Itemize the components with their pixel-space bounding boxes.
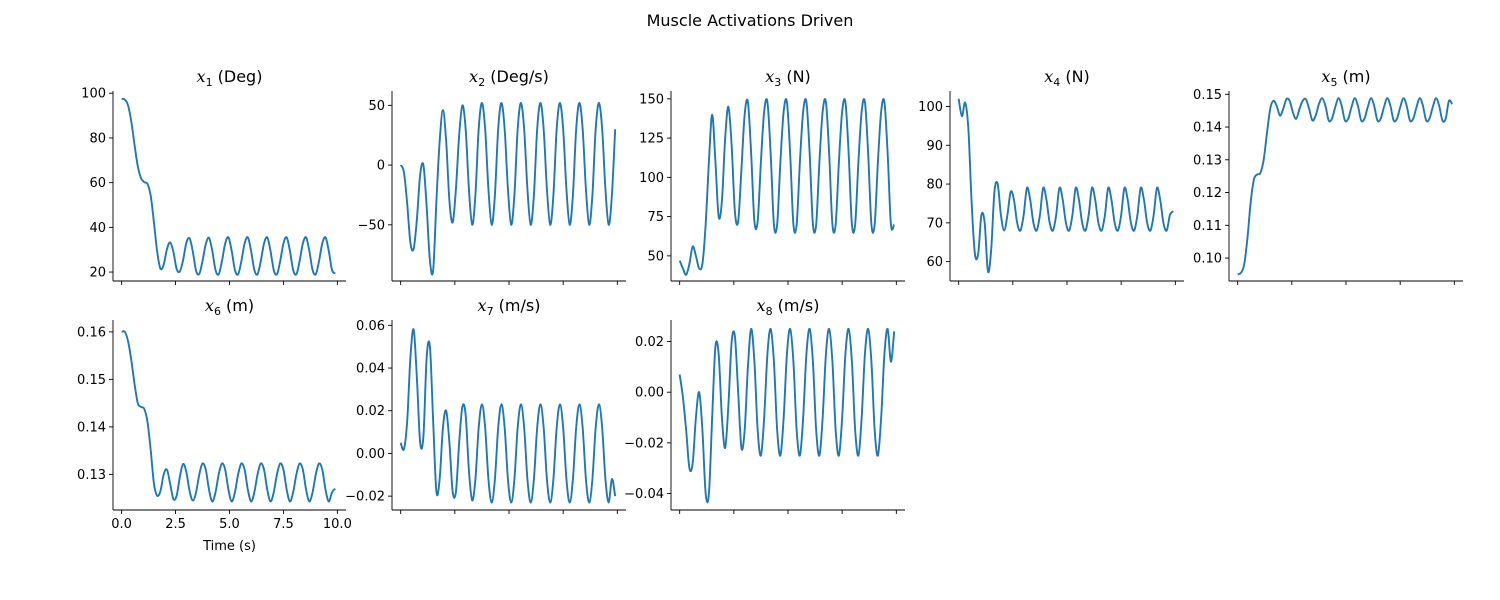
title-symbol: x (757, 296, 766, 315)
subplot-title: x3 (N) (765, 67, 811, 89)
title-symbol: x (205, 296, 214, 315)
title-symbol: x (1321, 67, 1330, 86)
title-subscript: 1 (206, 76, 213, 89)
y-tick-label: 0.11 (1193, 219, 1222, 234)
y-tick-label: 100 (81, 87, 106, 102)
subplot-title: x1 (Deg) (197, 67, 263, 89)
title-symbol: x (469, 67, 478, 86)
subplot-title: x4 (N) (1044, 67, 1090, 89)
y-tick-label: −0.02 (624, 436, 664, 451)
series-line (678, 98, 896, 276)
y-tick-label: 0.13 (77, 468, 106, 483)
title-subscript: 6 (214, 305, 221, 318)
subplot-1: 20 40 60 80 100 x1 (Deg) (81, 67, 346, 285)
title-unit: (m) (221, 296, 254, 315)
subplot-title: x5 (m) (1321, 67, 1370, 89)
title-unit: (m/s) (494, 296, 541, 315)
title-unit: (Deg/s) (485, 67, 549, 86)
title-symbol: x (765, 67, 774, 86)
title-subscript: 2 (478, 76, 485, 89)
y-tick-label: 0 (377, 159, 385, 174)
y-tick-label: 0.13 (1193, 153, 1222, 168)
y-tick-label: 60 (89, 176, 106, 191)
y-tick-label: 0.16 (77, 325, 106, 340)
y-tick-label: −50 (358, 218, 385, 233)
y-tick-label: 150 (639, 92, 664, 107)
title-subscript: 3 (774, 76, 781, 89)
y-tick-label: 125 (639, 132, 664, 147)
x-tick-label: 10.0 (323, 517, 352, 532)
y-tick-label: 100 (918, 100, 943, 115)
y-tick-label: 0.02 (635, 335, 664, 350)
title-unit: (m/s) (773, 296, 820, 315)
y-tick-label: 40 (89, 221, 106, 236)
y-tick-label: 20 (89, 266, 106, 281)
y-tick-label: 0.00 (356, 447, 385, 462)
y-tick-label: 0.15 (77, 373, 106, 388)
title-symbol: x (1044, 67, 1053, 86)
subplot-5: 0.10 0.11 0.12 0.13 0.14 0.15 x5 (m) (1193, 67, 1463, 285)
y-tick-label: 70 (926, 216, 943, 231)
title-unit: (N) (781, 67, 811, 86)
subplot-8: −0.04 −0.02 0.00 0.02 x8 (m/s) (624, 296, 905, 514)
title-unit: (Deg) (213, 67, 263, 86)
y-tick-label: 0.12 (1193, 186, 1222, 201)
title-subscript: 8 (766, 305, 773, 318)
title-unit: (m) (1337, 67, 1370, 86)
subplot-title: x2 (Deg/s) (469, 67, 549, 89)
y-tick-label: 50 (368, 99, 385, 114)
y-tick-label: 90 (926, 139, 943, 154)
x-tick-label: 0.0 (111, 517, 132, 532)
x-tick-label: 7.5 (273, 517, 294, 532)
y-tick-label: 100 (639, 171, 664, 186)
y-tick-label: 0.06 (356, 319, 385, 334)
series-line (121, 97, 336, 276)
figure-title: Muscle Activations Driven (646, 11, 854, 30)
subplot-2: −50 0 50 x2 (Deg/s) (358, 67, 626, 285)
series-line (1237, 97, 1453, 276)
y-tick-label: 80 (89, 131, 106, 146)
x-tick-label: 5.0 (219, 517, 240, 532)
title-subscript: 7 (487, 305, 494, 318)
series-line (121, 330, 336, 503)
y-tick-label: 0.00 (635, 386, 664, 401)
y-tick-label: 60 (926, 255, 943, 270)
y-tick-label: 75 (647, 210, 664, 225)
title-unit: (N) (1060, 67, 1090, 86)
y-tick-label: 0.02 (356, 404, 385, 419)
title-symbol: x (478, 296, 487, 315)
x-axis-label: Time (s) (202, 539, 256, 554)
title-subscript: 5 (1330, 76, 1337, 89)
title-subscript: 4 (1053, 76, 1060, 89)
series-line (399, 328, 617, 504)
y-tick-label: 50 (647, 249, 664, 264)
y-tick-label: 0.15 (1193, 88, 1222, 103)
series-line (399, 102, 617, 276)
y-tick-label: −0.02 (345, 490, 385, 505)
x-tick-label: 2.5 (165, 517, 186, 532)
subplot-4: 60 70 80 90 100 x4 (N) (918, 67, 1184, 285)
y-tick-label: 0.14 (1193, 121, 1222, 136)
subplot-6: 0.13 0.14 0.15 0.16 0.0 2.5 5.0 7.5 10.0 Time (s)… (77, 296, 352, 554)
subplot-3: 50 75 100 125 150 x3 (N) (639, 67, 905, 285)
y-tick-label: 0.14 (77, 420, 106, 435)
y-tick-label: 0.04 (356, 362, 385, 377)
y-tick-label: 80 (926, 178, 943, 193)
subplot-title: x6 (m) (205, 296, 254, 318)
subplot-title: x8 (m/s) (757, 296, 820, 318)
series-line (957, 98, 1174, 274)
y-tick-label: −0.04 (624, 487, 664, 502)
y-tick-label: 0.10 (1193, 252, 1222, 267)
series-line (678, 327, 896, 504)
subplot-7: −0.02 0.00 0.02 0.04 0.06 x7 (m/s) (345, 296, 626, 514)
subplot-title: x7 (m/s) (478, 296, 541, 318)
title-symbol: x (197, 67, 206, 86)
